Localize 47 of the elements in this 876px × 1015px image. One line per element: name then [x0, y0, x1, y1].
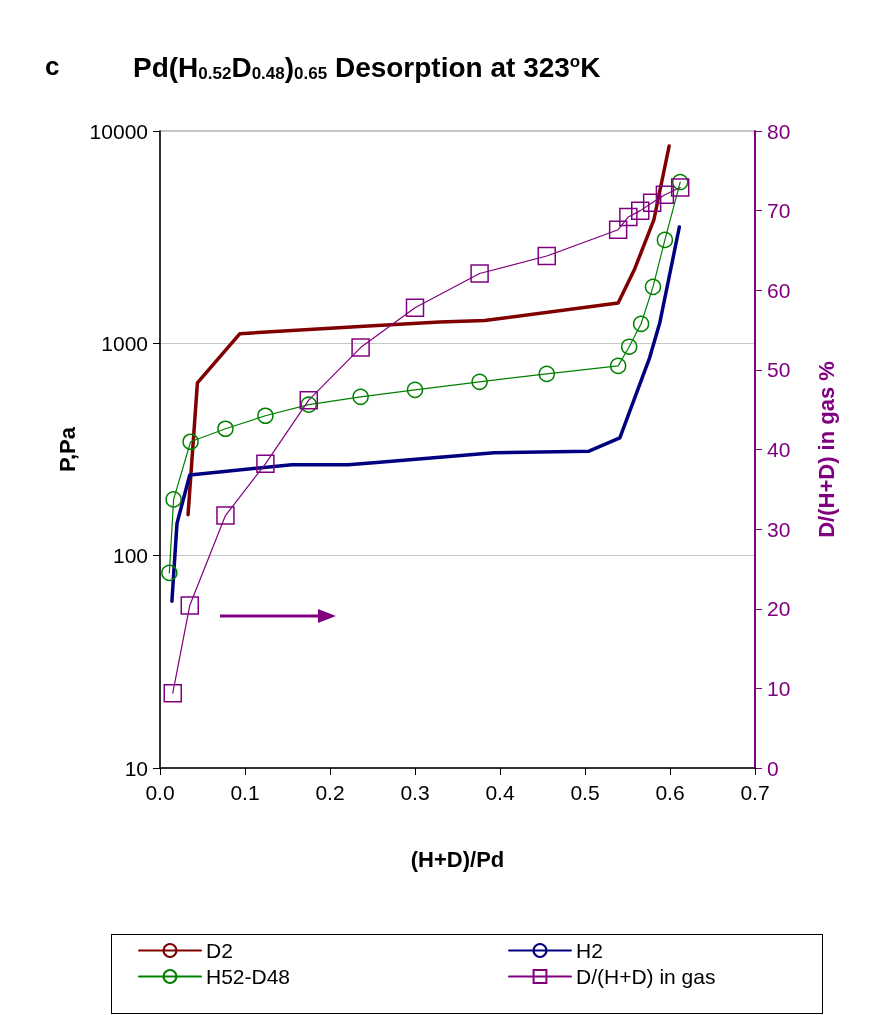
x-axis-title: (H+D)/Pd: [410, 846, 505, 872]
point: [471, 373, 488, 391]
legend-label: D2: [206, 939, 233, 962]
point: [671, 173, 689, 191]
y-axis-title: P,Pa: [55, 426, 81, 472]
legend-label: H2: [576, 939, 603, 962]
x-tick-label: 0.7: [740, 781, 770, 804]
x-tick-label: 0.0: [145, 781, 175, 804]
point: [217, 420, 234, 437]
y2-tick-label: 70: [767, 199, 791, 223]
point: [538, 365, 555, 383]
y2-axis-title: D/(H+D) in gas %: [813, 361, 839, 538]
line-series: [186, 144, 671, 517]
x-tick-label: 0.2: [315, 781, 345, 804]
point: [620, 338, 638, 355]
y-tick-label: 1000: [101, 331, 148, 355]
y2-tick-label: 80: [767, 119, 791, 143]
point: [257, 407, 274, 424]
point: [161, 564, 178, 582]
point: [644, 278, 662, 296]
x-tick-label: 0.1: [230, 781, 260, 804]
point: [352, 388, 369, 406]
point: [632, 315, 650, 333]
x-tick-label: 0.4: [485, 781, 515, 804]
y2-tick-label: 40: [767, 438, 791, 461]
line-series: [170, 225, 682, 603]
text: c: [45, 51, 60, 81]
x-tick-label: 0.3: [400, 781, 430, 804]
point: [656, 231, 674, 249]
x-tick-label: 0.6: [655, 781, 685, 804]
point: [182, 433, 199, 450]
legend-label: H52-D48: [206, 965, 291, 988]
y2-tick-label: 20: [767, 597, 791, 621]
y2-tick-label: 50: [767, 358, 791, 382]
y-tick-label: 10: [124, 756, 148, 780]
y-tick-label: 100: [112, 544, 148, 568]
point: [165, 491, 182, 508]
point: [609, 357, 627, 375]
y2-tick-label: 10: [767, 676, 791, 700]
y-tick-label: 10000: [89, 119, 148, 143]
y2-tick-label: 30: [767, 517, 791, 541]
legend-label: D/(H+D) in gas: [576, 965, 716, 988]
y2-tick-label: 0: [767, 756, 779, 780]
point: [300, 396, 317, 413]
point: [406, 381, 424, 399]
y2-tick-label: 60: [767, 278, 791, 302]
x-tick-label: 0.5: [570, 781, 600, 804]
